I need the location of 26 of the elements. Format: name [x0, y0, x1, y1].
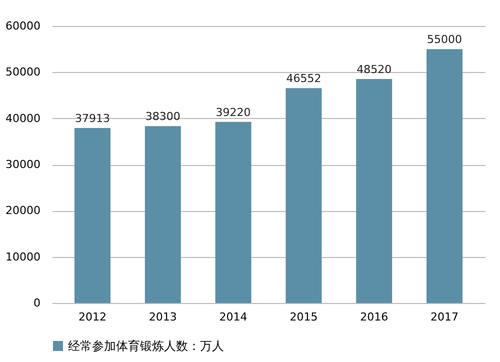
- legend-label: 经常参加体育锻炼人数：万人: [68, 339, 224, 353]
- y-tick-label: 0: [34, 296, 40, 310]
- x-tick-label: 2015: [290, 310, 318, 324]
- bar: [286, 88, 322, 303]
- bar: [144, 126, 181, 303]
- y-tick-label: 40000: [6, 112, 40, 125]
- y-tick-label: 10000: [6, 250, 40, 264]
- bar: [426, 49, 463, 303]
- y-tick-label: 20000: [6, 204, 40, 218]
- data-label: 37913: [74, 112, 110, 125]
- y-tick-label: 30000: [6, 158, 40, 171]
- x-tick-label: 2016: [360, 310, 388, 324]
- data-label: 46552: [286, 72, 322, 86]
- x-tick-label: 2017: [430, 310, 459, 324]
- data-label: 55000: [427, 33, 462, 46]
- x-tick-label: 2012: [78, 310, 106, 324]
- y-tick-label: 50000: [6, 66, 40, 79]
- bar: [215, 122, 252, 303]
- data-label: 48520: [356, 63, 392, 76]
- x-tick-label: 2014: [219, 310, 248, 324]
- bar: [356, 79, 392, 303]
- y-tick-label: 60000: [6, 20, 40, 32]
- bar: [74, 128, 110, 303]
- data-label: 39220: [216, 106, 251, 119]
- x-tick-label: 2013: [148, 310, 177, 324]
- data-label: 38300: [145, 110, 180, 124]
